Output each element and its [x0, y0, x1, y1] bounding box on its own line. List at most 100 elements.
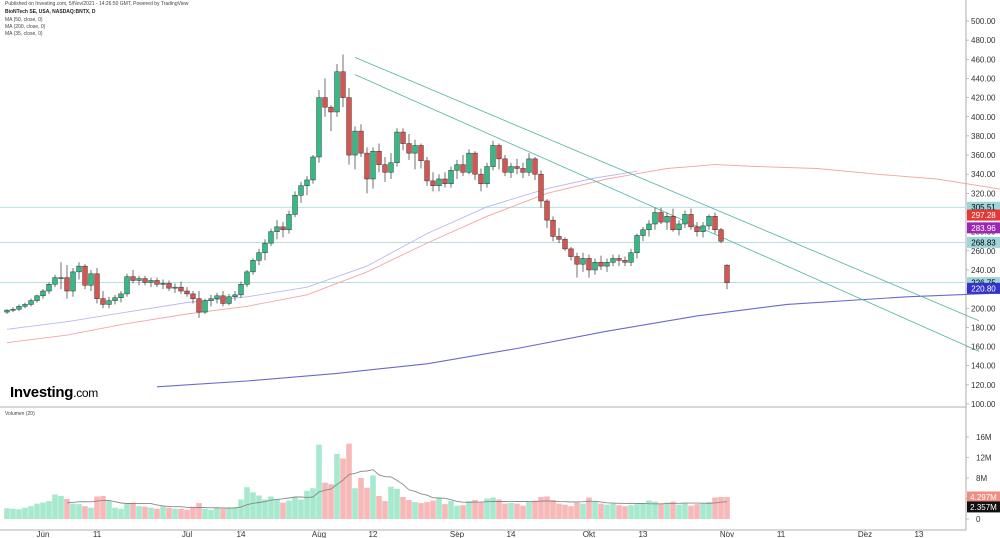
tick-labels: 500.00 480.00 460.00 440.00 420.00 400.00 380.…	[37, 17, 996, 538]
candle	[430, 172, 436, 192]
candle	[652, 207, 658, 230]
candle-body	[520, 168, 526, 173]
candle	[418, 143, 424, 169]
volume-bar	[562, 504, 568, 519]
candle-body	[148, 280, 154, 283]
candle	[514, 158, 520, 175]
price-badge: 297.28	[967, 209, 1000, 221]
candle	[616, 254, 622, 267]
candle-body	[706, 216, 712, 227]
candle	[382, 156, 388, 182]
candle-body	[184, 290, 190, 295]
candle	[706, 214, 712, 230]
price-badge-bg	[967, 282, 1000, 294]
volume-bar	[706, 502, 712, 519]
candle-body	[598, 262, 604, 267]
volume-bar	[622, 506, 628, 519]
candle	[562, 237, 568, 251]
price-tick-label: 340.00	[971, 170, 996, 179]
candle	[670, 208, 676, 232]
candle	[58, 262, 64, 290]
price-badge: 268.83	[967, 236, 1000, 248]
volume-bar	[418, 503, 424, 519]
candle	[634, 233, 640, 259]
volume-bar	[214, 507, 220, 519]
candle-body	[688, 214, 694, 228]
volume-bar	[298, 499, 304, 519]
candle	[40, 289, 46, 299]
volume-bar	[286, 500, 292, 519]
candle-body	[118, 293, 124, 298]
candle-body	[370, 150, 376, 180]
candle	[574, 252, 580, 278]
time-tick-label: Sep	[450, 530, 465, 538]
volume-bar	[244, 487, 250, 519]
volume-bar	[340, 458, 346, 519]
candle	[376, 143, 382, 173]
candle	[28, 298, 34, 307]
candle-body	[448, 170, 454, 185]
price-tick-label: 420.00	[971, 94, 996, 103]
candle-body	[496, 145, 502, 160]
volume-bar	[28, 506, 34, 519]
candle	[238, 281, 244, 298]
candle	[16, 304, 22, 312]
volume-tick-label: 8M	[976, 474, 987, 483]
candle	[508, 162, 514, 179]
time-tick-label: Jul	[182, 530, 192, 538]
candle	[712, 212, 718, 234]
candle-body	[274, 226, 280, 232]
candle-body	[382, 164, 388, 173]
price-badge-text: 283.96	[971, 224, 996, 233]
candle	[496, 143, 502, 170]
volume-bar	[202, 508, 208, 519]
candle	[256, 248, 262, 266]
volume-bar	[100, 495, 106, 519]
volume-bar	[574, 502, 580, 519]
volume-bar	[412, 502, 418, 519]
volume-tick-label: 12M	[976, 454, 992, 463]
time-tick-label: 13	[639, 530, 648, 538]
volume-bar	[76, 504, 82, 519]
time-tick-label: 12	[369, 530, 378, 538]
volume-bar	[694, 504, 700, 519]
ma-mid-line	[6, 170, 638, 330]
candle	[268, 228, 274, 247]
volume-bar	[382, 501, 388, 519]
price-badge: 283.96	[967, 222, 1000, 234]
price-tick-label: 120.00	[971, 381, 996, 390]
candle	[130, 269, 136, 284]
volume-bar	[544, 496, 550, 519]
candle-body	[634, 235, 640, 253]
price-tick-label: 100.00	[971, 400, 996, 409]
volume-bar	[700, 503, 706, 519]
price-tick-label: 200.00	[971, 304, 996, 313]
time-tick-label: 14	[507, 530, 516, 538]
candle	[592, 258, 598, 275]
candle	[250, 258, 256, 275]
candle	[70, 268, 76, 297]
ma-label-2: MA (200, close, 0)	[5, 24, 46, 30]
time-tick-label: Dez	[858, 530, 872, 538]
volume-bar	[568, 506, 574, 519]
volume-bar	[682, 503, 688, 519]
candle	[718, 227, 724, 244]
volume-bar	[688, 505, 694, 519]
candle-body	[628, 252, 634, 263]
candle	[490, 140, 496, 171]
price-badge-bg	[967, 236, 1000, 248]
volume-bar	[592, 501, 598, 519]
volume-bar	[46, 501, 52, 519]
candle-body	[172, 286, 178, 289]
candle	[478, 168, 484, 192]
volume-bar	[718, 496, 724, 519]
volume-bar	[724, 496, 730, 519]
candle	[106, 296, 112, 309]
price-badge-text: 268.83	[971, 238, 996, 247]
candle	[214, 292, 220, 304]
candle-body	[646, 223, 652, 230]
candle	[184, 287, 190, 297]
volume-bar	[346, 443, 352, 519]
candle-body	[40, 290, 46, 297]
